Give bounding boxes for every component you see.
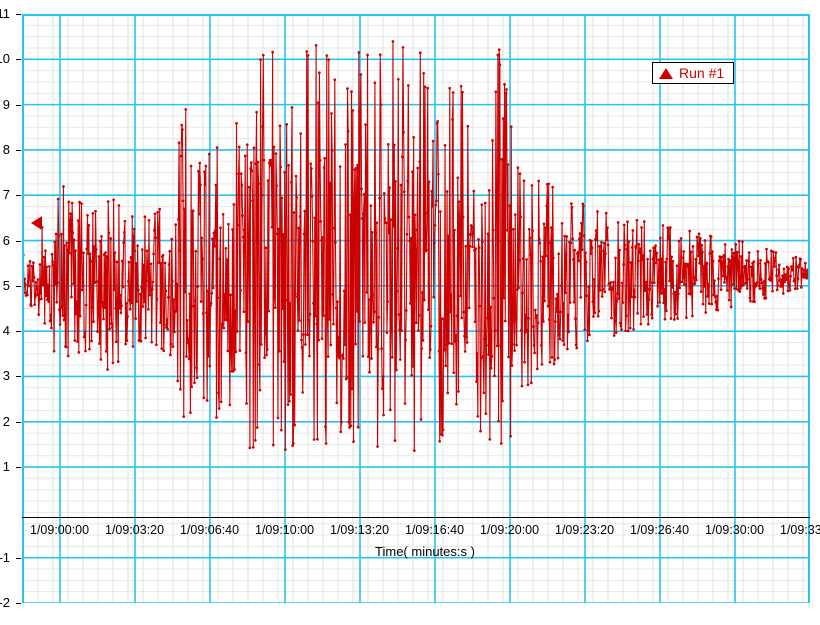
y-tick-mark (16, 422, 21, 423)
plot-area (22, 14, 810, 603)
zero-axis-line (22, 517, 810, 518)
legend-triangle-icon (659, 67, 673, 79)
series-markers (22, 40, 810, 452)
x-tick-label: 1/09:16:40 (405, 523, 465, 537)
y-tick-mark (16, 241, 21, 242)
y-tick-mark (16, 467, 21, 468)
y-tick-label: 2 (2, 413, 10, 429)
y-tick-label: 5 (2, 277, 10, 293)
y-tick-mark (16, 376, 21, 377)
y-tick-label: -1 (0, 549, 10, 565)
series-line (22, 41, 810, 451)
y-tick-mark (16, 105, 21, 106)
y-tick-mark (16, 59, 21, 60)
x-tick-label: 1/09:06:40 (180, 523, 240, 537)
series-run-1 (22, 40, 810, 452)
x-tick-label: 1/09:33:20 (780, 523, 820, 537)
y-tick-label: 7 (2, 187, 10, 203)
x-tick-label: 1/09:26:40 (630, 523, 690, 537)
y-tick-mark (16, 603, 21, 604)
y-tick-label: 1 (2, 459, 10, 475)
x-tick-label: 1/09:00:00 (30, 523, 90, 537)
y-tick-label: 10 (0, 51, 10, 67)
y-tick-mark (16, 195, 21, 196)
y-tick-label: 8 (2, 141, 10, 157)
x-axis-title: Time( minutes:s ) (375, 544, 475, 559)
x-tick-label: 1/09:23:20 (555, 523, 615, 537)
x-tick-label: 1/09:30:00 (705, 523, 765, 537)
legend-entry-label: Run #1 (679, 65, 725, 81)
y-tick-mark (16, 331, 21, 332)
y-tick-mark (16, 14, 21, 15)
x-tick-label: 1/09:13:20 (330, 523, 390, 537)
y-tick-label: -2 (0, 595, 10, 610)
y-tick-label: 9 (2, 96, 10, 112)
x-tick-label: 1/09:20:00 (480, 523, 540, 537)
y-tick-label: 11 (0, 6, 10, 21)
y-tick-label: 6 (2, 232, 10, 248)
y-tick-mark (16, 558, 21, 559)
y-tick-mark (16, 286, 21, 287)
x-tick-label: 1/09:03:20 (105, 523, 165, 537)
y-tick-mark (16, 150, 21, 151)
y-tick-label: 3 (2, 368, 10, 384)
y-tick-label: 4 (2, 323, 10, 339)
cursor-triangle-icon[interactable] (31, 216, 42, 230)
chart-legend[interactable]: Run #1 (652, 62, 735, 84)
x-tick-label: 1/09:10:00 (255, 523, 315, 537)
